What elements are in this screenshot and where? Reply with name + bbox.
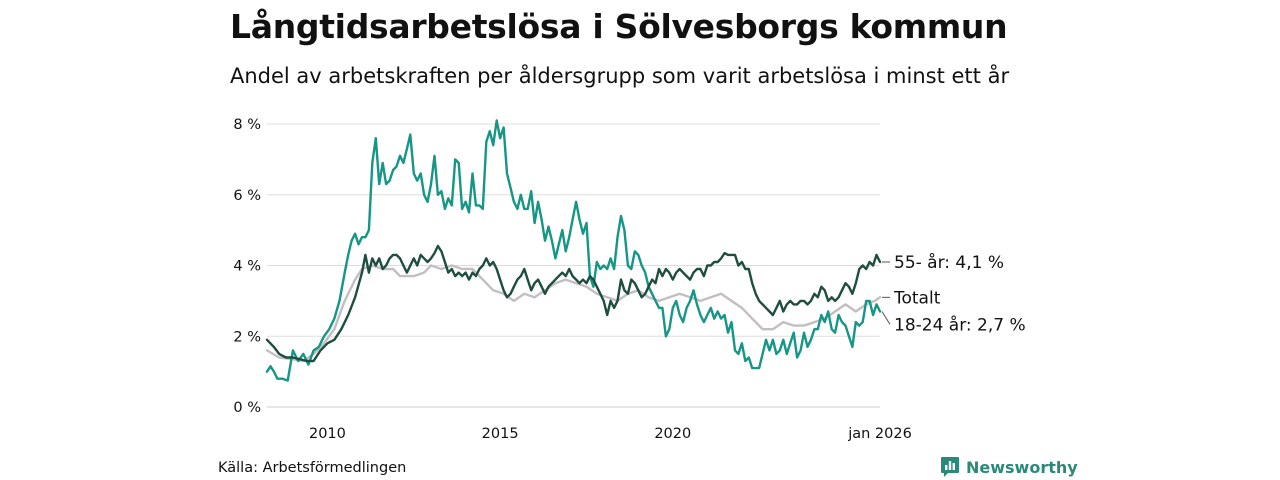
x-tick-label: 2020: [654, 426, 691, 442]
series-line-18-24-r: [265, 119, 882, 382]
x-tick-label: jan 2026: [847, 426, 912, 442]
series-end-label: Totalt: [893, 288, 941, 308]
series-lines: [265, 119, 882, 382]
brand-logo: Newsworthy: [940, 456, 1078, 478]
x-axis-tick-labels: 2010 2015 2020 jan 2026: [309, 426, 912, 442]
y-tick-label: 6 %: [233, 188, 261, 204]
chart-subtitle: Andel av arbetskraften per åldersgrupp s…: [230, 64, 1010, 88]
series-line-totalt: [265, 264, 882, 363]
series-end-label: 18-24 år: 2,7 %: [894, 314, 1026, 335]
series-end-label: 55- år: 4,1 %: [894, 252, 1004, 273]
series-label-connector: [881, 311, 891, 325]
y-tick-label: 2 %: [233, 329, 261, 345]
y-tick-label: 0 %: [233, 400, 261, 416]
brand-name: Newsworthy: [966, 457, 1078, 477]
source-note: Källa: Arbetsförmedlingen: [218, 460, 407, 476]
y-axis-tick-labels: 0 % 2 % 4 % 6 % 8 %: [233, 117, 261, 416]
series-line-55-r: [265, 244, 882, 363]
series-end-labels: 55- år: 4,1 % Totalt 18-24 år: 2,7 %: [881, 252, 1026, 335]
x-tick-label: 2015: [482, 426, 519, 442]
grid-lines: [267, 123, 880, 408]
x-tick-label: 2010: [309, 426, 346, 442]
y-tick-label: 8 %: [233, 117, 261, 133]
chart-title: Långtidsarbetslösa i Sölvesborgs kommun: [230, 7, 1008, 46]
newsworthy-logo-icon: [941, 457, 959, 477]
y-tick-label: 4 %: [233, 259, 261, 275]
